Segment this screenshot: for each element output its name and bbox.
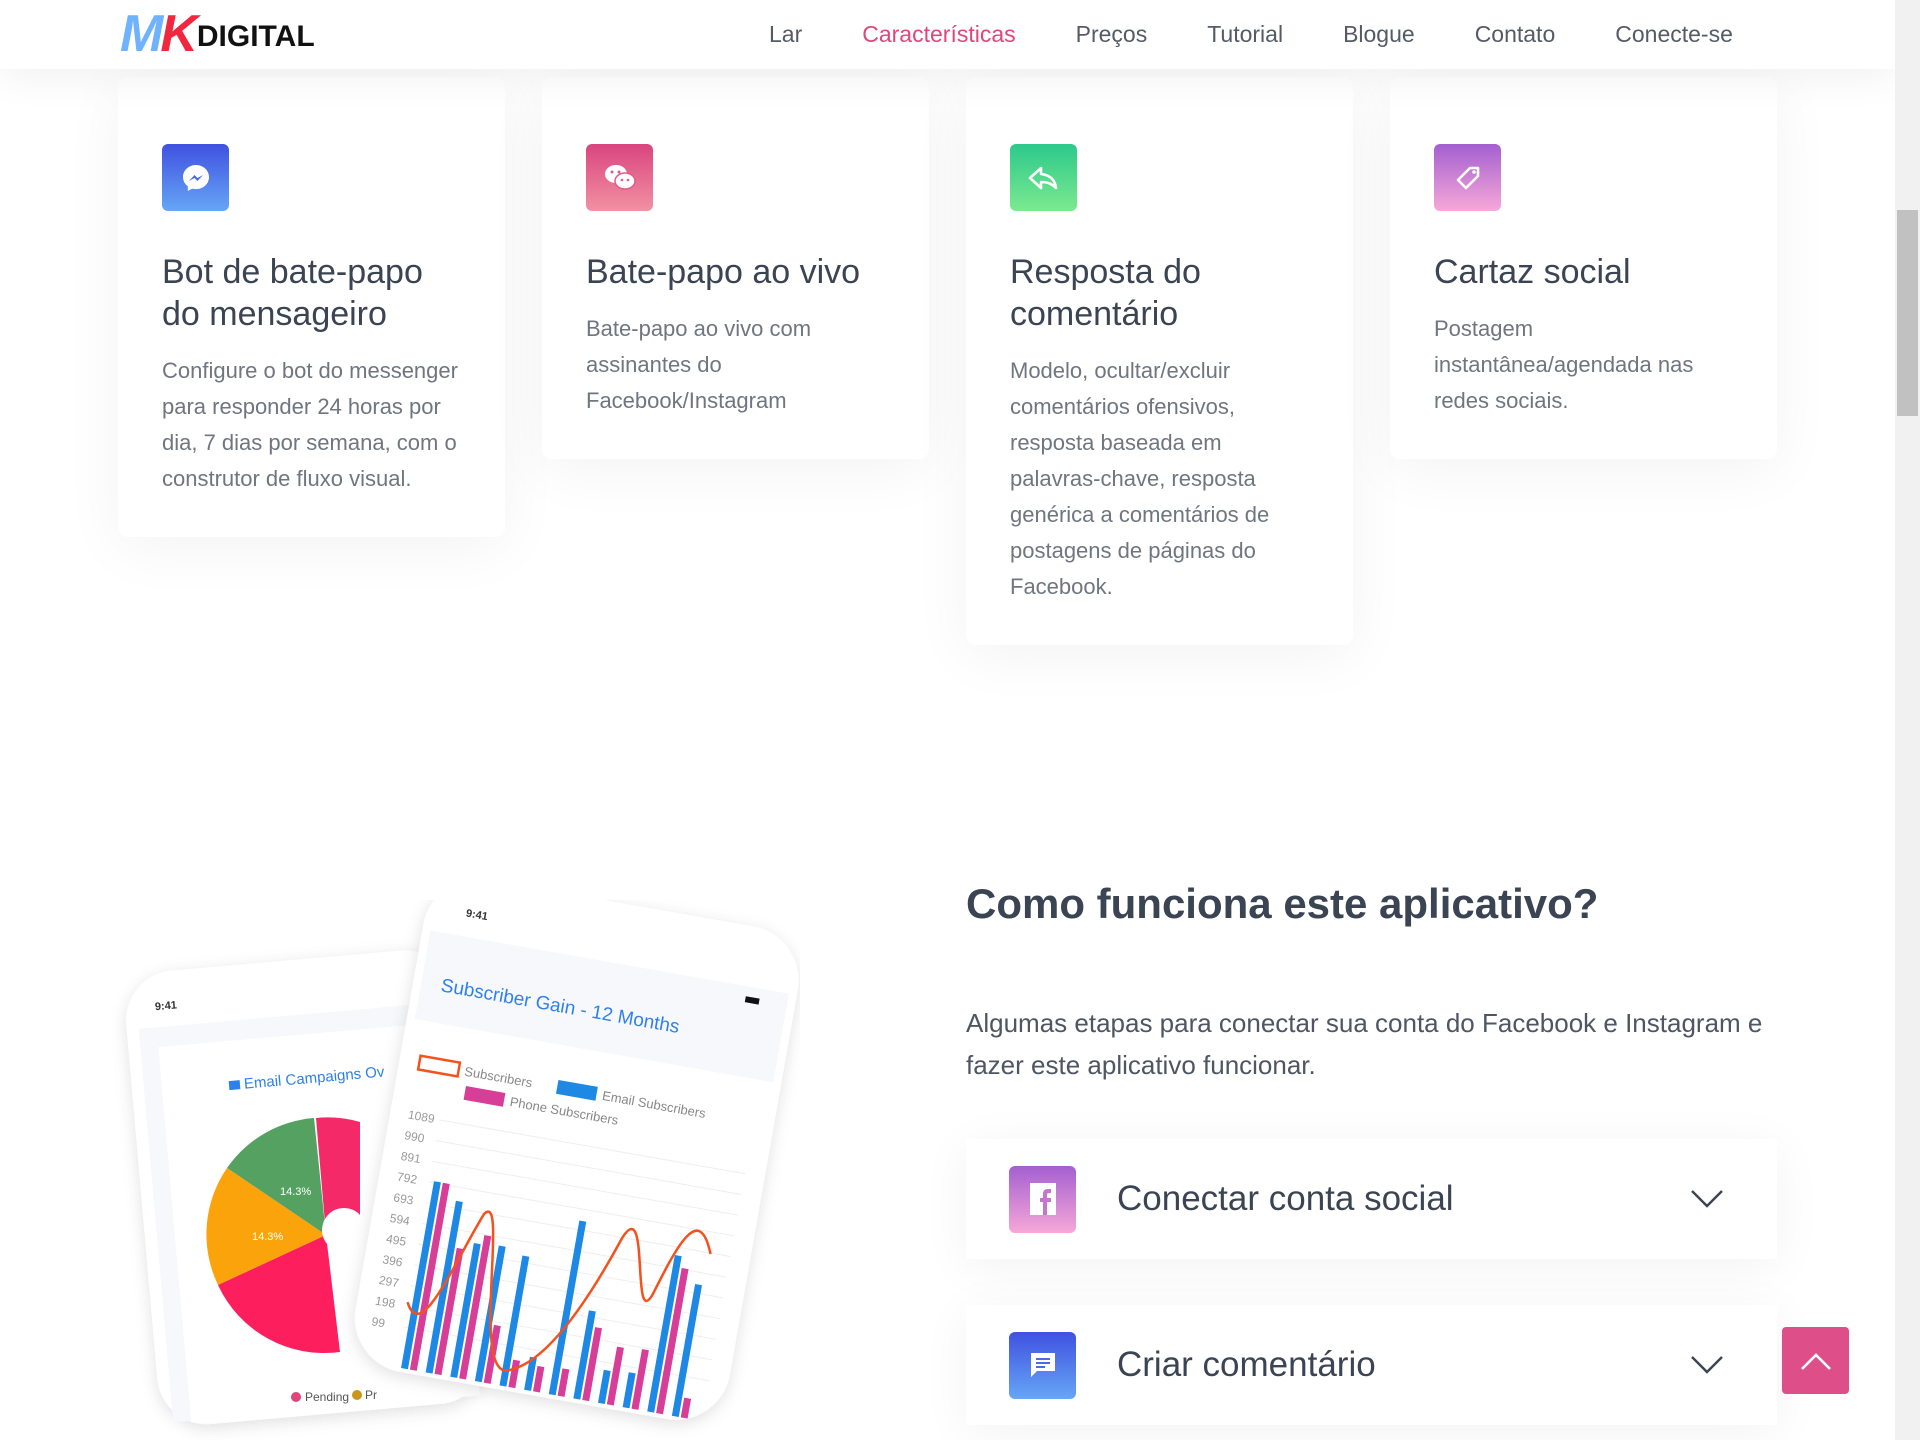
chart-bar: [631, 1349, 649, 1410]
logo-text: DIGITAL: [196, 20, 315, 53]
chart-bar: [582, 1327, 602, 1402]
svg-text:9:41: 9:41: [154, 999, 177, 1013]
y-tick-label: 594: [389, 1211, 411, 1228]
grid-line: [435, 1140, 742, 1195]
chart-bar: [597, 1369, 611, 1404]
facebook-icon: [1009, 1165, 1076, 1233]
chart-bar: [647, 1254, 682, 1413]
chevron-down-icon[interactable]: [1677, 1355, 1737, 1375]
grid-line: [439, 1119, 746, 1175]
y-tick-label: 297: [378, 1273, 400, 1290]
chart-bar: [557, 1368, 570, 1397]
chart-bar: [573, 1310, 596, 1400]
section-title: Como funciona este aplicativo?: [966, 880, 1599, 927]
feature-description: Bate-papo ao vivo com assinantes do Face…: [586, 316, 812, 413]
chevron-down-icon[interactable]: [1677, 1189, 1737, 1209]
chart-bar: [622, 1372, 636, 1409]
feature-title: Bot de bate-papo do mensageiro: [162, 253, 423, 333]
chart-bar: [401, 1181, 441, 1370]
grid-line: [432, 1160, 738, 1216]
chart-bar: [459, 1235, 492, 1380]
y-tick-label: 792: [396, 1170, 418, 1187]
chart-bar: [680, 1397, 692, 1419]
y-tick-label: 891: [400, 1149, 422, 1166]
y-tick-label: 396: [381, 1252, 403, 1269]
feature-card: Resposta do comentário Modelo, ocultar/e…: [966, 77, 1353, 645]
front-phone: 9:41 Subscriber Gain - 12 Months Subscri…: [354, 900, 799, 1420]
nav-item-caracteristicas[interactable]: Características: [862, 21, 1016, 47]
feature-card: Cartaz social Postagem instantânea/agend…: [1390, 77, 1777, 459]
comment-icon: [1009, 1331, 1076, 1399]
reply-icon: [1010, 144, 1077, 211]
nav-menu: Lar Características Preços Tutorial Blog…: [769, 0, 1733, 69]
tag-icon: [1434, 144, 1501, 211]
y-tick-label: 1089: [407, 1108, 436, 1126]
feature-title: Resposta do comentário: [1010, 253, 1201, 333]
chevron-up-icon: [1800, 1352, 1831, 1370]
chart-bar: [606, 1346, 624, 1406]
feature-description: Postagem instantânea/agendada nas redes …: [1434, 316, 1694, 413]
svg-text:Pr: Pr: [365, 1388, 377, 1402]
svg-text:14.3%: 14.3%: [280, 1186, 311, 1198]
chart-bar: [532, 1365, 545, 1393]
chart-bar: [656, 1267, 689, 1415]
nav-item-contato[interactable]: Contato: [1474, 21, 1556, 47]
feature-card: Bate-papo ao vivo Bate-papo ao vivo com …: [542, 77, 929, 459]
chart-bar: [548, 1220, 587, 1396]
svg-text:Pending: Pending: [305, 1390, 349, 1404]
nav-item-lar[interactable]: Lar: [769, 21, 803, 47]
feature-description: Configure o bot do messenger para respon…: [162, 358, 458, 491]
accordion-item-connect-social[interactable]: Conectar conta social: [966, 1139, 1777, 1259]
section-description: Algumas etapas para conectar sua conta d…: [966, 1008, 1763, 1080]
feature-title: Cartaz social: [1434, 253, 1631, 291]
chart-bar: [499, 1255, 530, 1387]
svg-text:9:41: 9:41: [465, 907, 489, 923]
wechat-icon: [586, 144, 653, 211]
chart-line: [406, 1210, 712, 1372]
y-tick-label: 693: [392, 1190, 414, 1207]
nav-item-tutorial[interactable]: Tutorial: [1207, 21, 1284, 47]
logo[interactable]: MK DIGITAL: [120, 5, 315, 63]
accordion-title: Conectar conta social: [1117, 1179, 1454, 1218]
chart-bar: [450, 1243, 481, 1378]
grid-line: [428, 1181, 735, 1237]
pie-chart: 14.3% 14.3% Pending Pr: [206, 1117, 377, 1404]
messenger-icon: [162, 144, 229, 211]
scrollbar[interactable]: [1895, 0, 1920, 1440]
feature-title: Bate-papo ao vivo: [586, 253, 861, 291]
feature-card: Bot de bate-papo do mensageiro Configure…: [118, 77, 505, 537]
chart-bar: [434, 1247, 464, 1376]
nav-item-conecte-se[interactable]: Conecte-se: [1615, 21, 1733, 47]
chart-bar: [671, 1284, 702, 1417]
feature-description: Modelo, ocultar/excluir comentários ofen…: [1010, 358, 1270, 599]
back-to-top-button[interactable]: [1782, 1327, 1849, 1394]
chart-bar: [425, 1200, 463, 1374]
nav-item-precos[interactable]: Preços: [1075, 21, 1148, 47]
y-tick-label: 990: [403, 1128, 425, 1145]
chart-bar: [409, 1182, 450, 1371]
y-tick-label: 198: [374, 1294, 396, 1311]
accordion-item-create-comment[interactable]: Criar comentário: [966, 1305, 1777, 1425]
top-navbar: MK DIGITAL Lar Características Preços Tu…: [0, 0, 1895, 69]
nav-item-blogue[interactable]: Blogue: [1343, 21, 1415, 47]
chart-bar: [524, 1356, 537, 1391]
svg-text:14.3%: 14.3%: [252, 1231, 283, 1243]
scrollbar-thumb[interactable]: [1897, 210, 1918, 416]
y-tick-label: 99: [371, 1314, 387, 1330]
accordion-title: Criar comentário: [1117, 1345, 1376, 1384]
phone-mockup-image: 9:41 Email Campaigns Ov 14.3% 14.3% Pend…: [100, 900, 800, 1440]
y-tick-label: 495: [385, 1232, 407, 1249]
